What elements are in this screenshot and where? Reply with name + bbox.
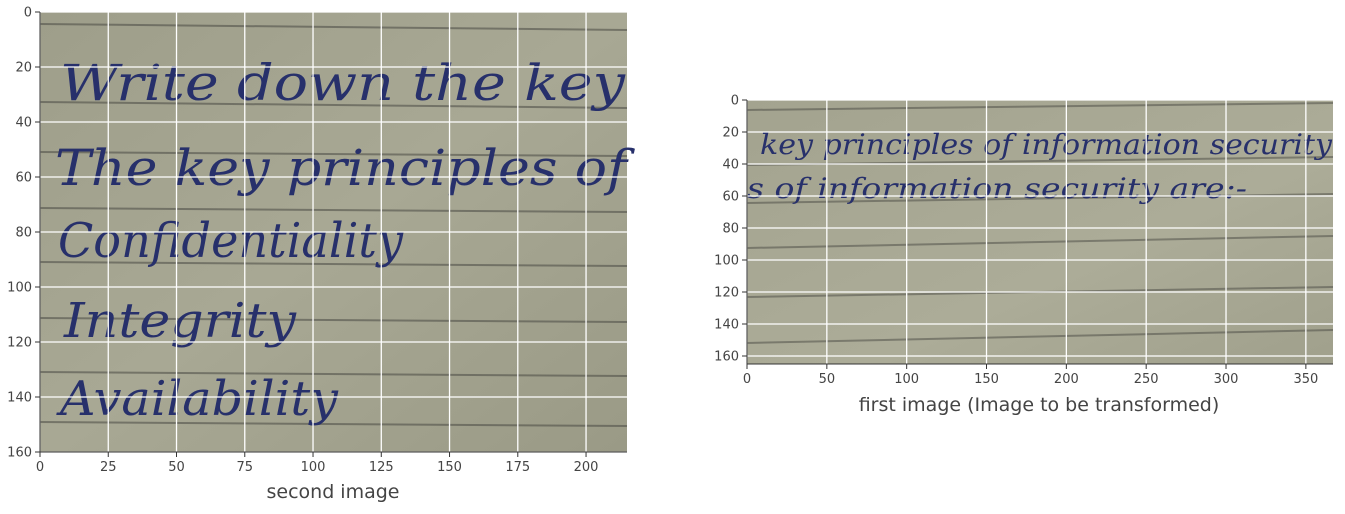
x-tick-label: 150 — [437, 460, 462, 475]
panel-first-image: key principles of information security s… — [714, 94, 1333, 417]
y-tick-label: 120 — [714, 286, 739, 301]
x-tick-label: 100 — [301, 460, 326, 475]
x-tick-label: 150 — [974, 372, 999, 387]
x-tick-label: 0 — [36, 460, 44, 475]
x-tick-label: 200 — [1054, 372, 1079, 387]
x-tick-label: 50 — [819, 372, 836, 387]
y-tick-label: 40 — [722, 158, 739, 173]
second-image-ruled-lines — [39, 23, 628, 427]
first-image-xlabel: first image (Image to be transformed) — [859, 394, 1220, 416]
second-image-handwriting: Write down the key The key principles of… — [55, 54, 635, 427]
y-tick-label: 80 — [722, 222, 739, 237]
second-image-xlabel: second image — [267, 481, 400, 503]
x-tick-label: 175 — [505, 460, 530, 475]
second-image-axes: 0 25 50 75 100 125 150 175 200 0 20 40 60 80 100 120 140… — [7, 6, 627, 475]
second-text-line-3: Confidentiality — [58, 213, 404, 269]
y-tick-label: 120 — [7, 336, 32, 351]
x-tick-label: 25 — [100, 460, 117, 475]
y-tick-label: 100 — [714, 254, 739, 269]
x-tick-label: 250 — [1134, 372, 1159, 387]
first-text-line-2: s of information security are:- — [747, 172, 1247, 205]
y-tick-label: 20 — [15, 61, 32, 76]
x-tick-label: 350 — [1293, 372, 1318, 387]
y-tick-label: 140 — [7, 391, 32, 406]
y-tick-label: 160 — [714, 350, 739, 365]
first-image-photo — [747, 100, 1333, 364]
y-tick-label: 20 — [722, 126, 739, 141]
first-image-axes: 0 50 100 150 200 250 300 350 0 20 40 60 80 100 120 140 1… — [714, 94, 1333, 387]
y-tick-label: 100 — [7, 281, 32, 296]
x-tick-label: 300 — [1214, 372, 1239, 387]
y-tick-label: 60 — [15, 171, 32, 186]
second-text-line-5: Availability — [56, 371, 339, 427]
second-text-line-1: Write down the key — [60, 54, 626, 112]
panel-second-image: Write down the key The key principles of… — [7, 6, 635, 504]
y-tick-label: 140 — [714, 318, 739, 333]
y-tick-label: 80 — [15, 226, 32, 241]
first-image-handwriting: key principles of information security s… — [747, 128, 1333, 205]
x-tick-label: 50 — [168, 460, 185, 475]
x-tick-label: 0 — [743, 372, 751, 387]
x-tick-label: 100 — [894, 372, 919, 387]
y-tick-label: 0 — [731, 94, 739, 109]
first-image-grid — [746, 99, 1333, 364]
y-tick-label: 160 — [7, 446, 32, 461]
second-text-line-2: The key principles of — [55, 139, 635, 197]
x-tick-label: 75 — [236, 460, 253, 475]
y-tick-label: 0 — [24, 6, 32, 21]
second-image-grid — [39, 11, 627, 453]
y-tick-label: 60 — [722, 190, 739, 205]
x-tick-label: 125 — [369, 460, 394, 475]
y-tick-label: 40 — [15, 116, 32, 131]
x-tick-label: 200 — [574, 460, 599, 475]
second-text-line-4: Integrity — [63, 293, 297, 349]
first-text-line-1: key principles of information security — [760, 128, 1333, 161]
